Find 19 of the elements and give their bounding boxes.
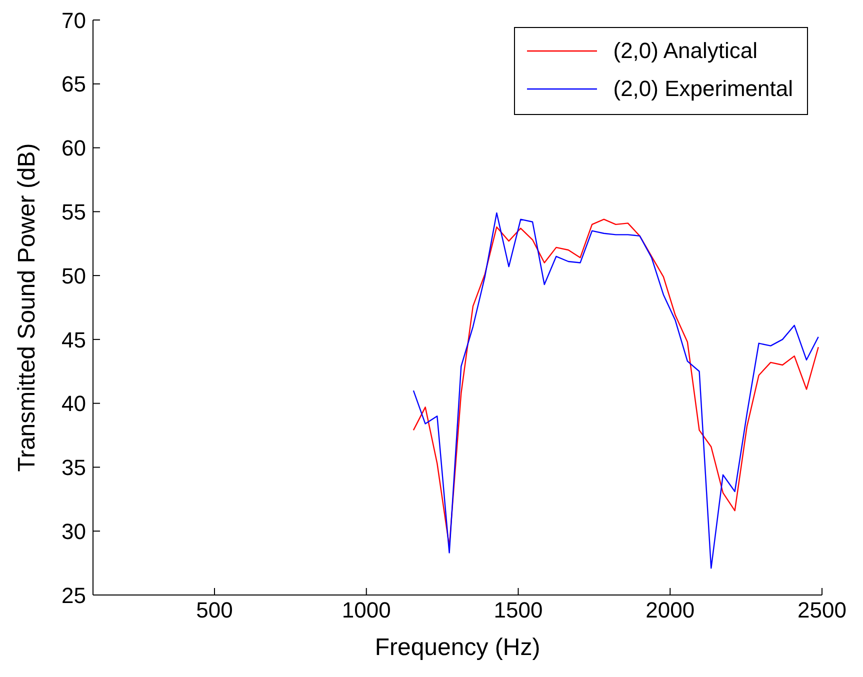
y-tick-label: 40 [62,391,86,416]
legend-label: (2,0) Analytical [613,38,758,64]
x-tick-label: 2500 [798,598,846,623]
x-tick-label: 1500 [494,598,543,623]
y-tick-label: 45 [62,327,86,352]
x-axis-title: Frequency (Hz) [374,634,540,661]
y-tick-label: 55 [62,199,86,224]
y-tick-label: 35 [62,455,86,480]
y-axis-title: Transmitted Sound Power (dB) [14,143,41,472]
x-tick-label: 500 [196,598,233,623]
y-tick-label: 50 [62,263,86,288]
x-tick-label: 1000 [342,598,391,623]
y-tick-label: 70 [62,8,86,33]
y-tick-label: 65 [62,72,86,97]
legend-label: (2,0) Experimental [613,76,793,102]
y-tick-label: 30 [62,518,86,544]
y-tick-label: 25 [62,582,86,608]
x-tick-label: 2000 [646,598,695,623]
y-tick-label: 60 [62,136,86,161]
